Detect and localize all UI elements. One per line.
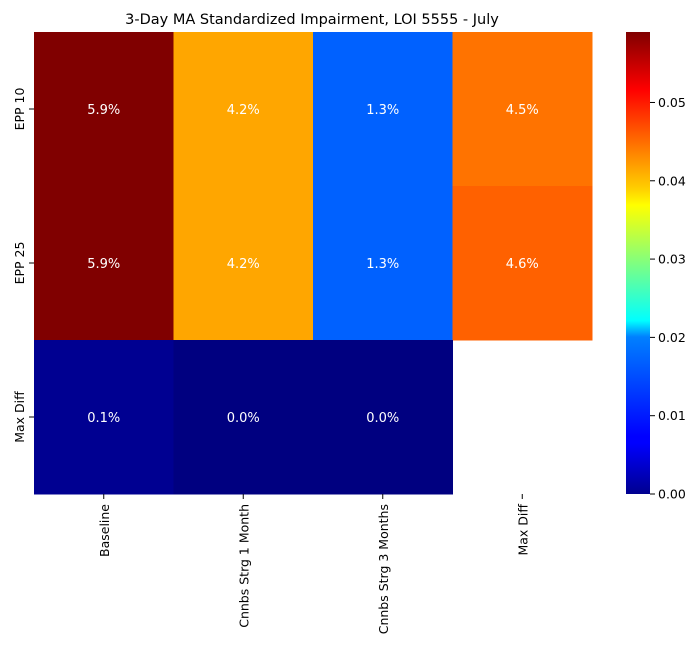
colorbar-ticks: 0.00 0.01 0.02 0.03 0.04 0.05 — [650, 95, 686, 502]
y-tick-label: EPP 10 — [12, 88, 27, 131]
cell-annotation: 5.9% — [87, 103, 120, 118]
colorbar-tick-label: 0.04 — [658, 173, 686, 188]
cell-annotation: 1.3% — [366, 103, 399, 118]
colorbar-tick-label: 0.05 — [658, 95, 686, 110]
heatmap-cells — [34, 32, 593, 495]
cell-annotation: 4.2% — [227, 257, 260, 272]
colorbar — [626, 32, 650, 494]
cell-annotation: 5.9% — [87, 257, 120, 272]
cell-annotation: 4.2% — [227, 103, 260, 118]
cell-annotation: 1.3% — [366, 257, 399, 272]
heatmap-cell — [34, 340, 174, 495]
heatmap-cell — [173, 186, 314, 341]
y-tick-label: Max Diff — [12, 391, 27, 443]
cell-annotations: 5.9% 4.2% 1.3% 4.5% 5.9% 4.2% 1.3% 4.6% 0.1% 0.0%… — [87, 103, 539, 426]
heatmap-cell — [173, 32, 314, 187]
chart-title: 3-Day MA Standardized Impairment, LOI 55… — [125, 12, 499, 28]
colorbar-tick-label: 0.00 — [658, 487, 686, 502]
cell-annotation: 4.5% — [506, 103, 539, 118]
x-tick-label: Baseline — [97, 504, 112, 557]
y-tick-label: EPP 25 — [12, 242, 27, 285]
heatmap-cell — [34, 32, 174, 187]
heatmap-cell — [313, 32, 453, 187]
cell-annotation: 0.0% — [227, 411, 260, 426]
colorbar-tick-label: 0.01 — [658, 408, 686, 423]
cell-annotation: 0.1% — [87, 411, 120, 426]
heatmap-cell — [313, 340, 453, 495]
x-tick-label: Cnnbs Strg 3 Months — [376, 504, 391, 634]
heatmap-cell — [452, 32, 593, 187]
y-tick-labels: EPP 10 EPP 25 Max Diff — [12, 88, 34, 443]
x-tick-labels: Baseline Cnnbs Strg 1 Month Cnnbs Strg 3 M… — [97, 494, 530, 634]
x-tick-label: Cnnbs Strg 1 Month — [236, 504, 251, 628]
colorbar-tick-label: 0.03 — [658, 252, 686, 267]
colorbar-tick-label: 0.02 — [658, 330, 686, 345]
cell-annotation: 4.6% — [506, 257, 539, 272]
heatmap-cell — [313, 186, 453, 341]
x-tick-label: Max Diff — [515, 504, 530, 556]
heatmap-cell — [34, 186, 174, 341]
heatmap-cell — [452, 186, 593, 341]
colorbar-gradient — [626, 32, 650, 494]
cell-annotation: 0.0% — [366, 411, 399, 426]
heatmap-cell — [173, 340, 314, 495]
